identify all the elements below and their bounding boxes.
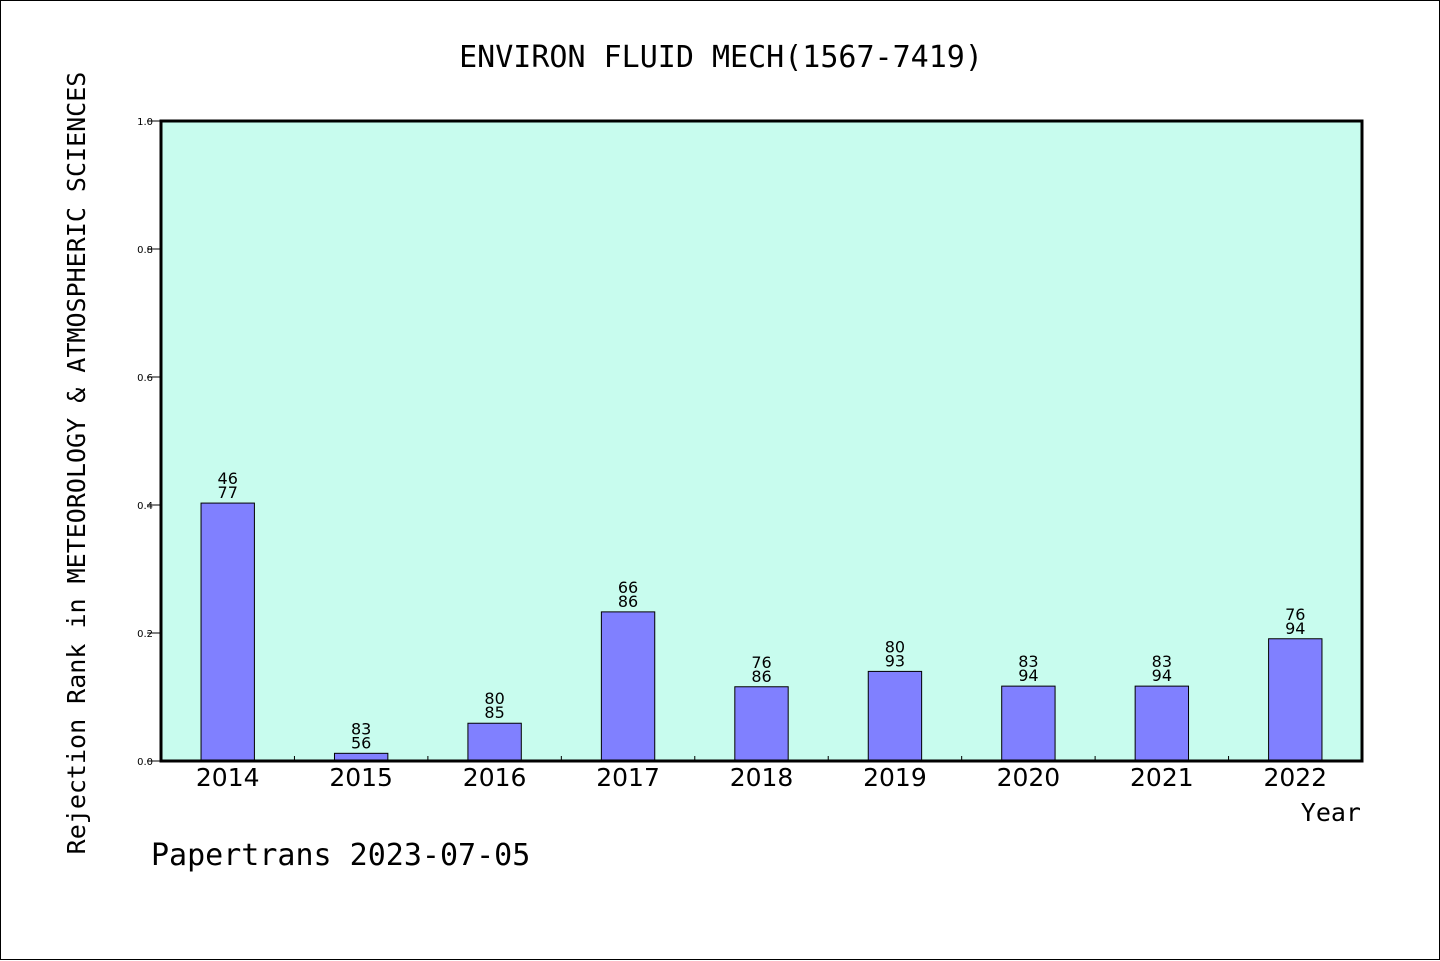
x-tick-label: 2014 (196, 763, 260, 792)
bar-label-bottom: 85 (484, 703, 504, 722)
y-axis-ticks: 0.0 0.2 0.4 0.6 0.8 1.0 (137, 117, 161, 768)
x-tick-label: 2016 (463, 763, 527, 792)
bar-label-bottom: 94 (1152, 666, 1172, 685)
bar-label-bottom: 93 (885, 651, 905, 670)
bar-label-bottom: 86 (618, 592, 638, 611)
x-tick-label: 2022 (1263, 763, 1327, 792)
bar-label-bottom: 94 (1285, 619, 1305, 638)
x-tick-label: 2019 (863, 763, 927, 792)
bar-label-top: 66 (618, 578, 638, 597)
x-tick-label: 2021 (1130, 763, 1194, 792)
bar-label-top: 83 (1018, 652, 1038, 671)
x-axis-label: Year (1301, 798, 1361, 827)
bar-label-top: 46 (218, 469, 238, 488)
bar-2019 (867, 670, 923, 762)
plot-area (161, 121, 1362, 761)
bar-2014 (200, 502, 255, 762)
bar-label-top: 76 (1285, 605, 1305, 624)
plot-frame (159, 119, 1364, 763)
y-tick-label: 0.0 (137, 757, 153, 768)
x-tick-label: 2020 (997, 763, 1061, 792)
x-tick-label: 2017 (596, 763, 660, 792)
bar-label-bottom: 94 (1018, 666, 1038, 685)
x-tick-label: 2015 (329, 763, 393, 792)
chart-title: ENVIRON FLUID MECH(1567-7419) (459, 40, 983, 75)
y-tick-label: 0.8 (137, 245, 153, 256)
y-tick-label: 0.4 (137, 501, 153, 512)
bar-label-top: 83 (1152, 652, 1172, 671)
bar-label-top: 80 (484, 689, 504, 708)
bar-2018 (734, 686, 789, 762)
x-axis-ticks: 2014 2015 2016 2017 2018 2019 2020 2021 2022 (196, 756, 1327, 792)
x-tick-label: 2018 (730, 763, 794, 792)
bar-label-top: 83 (351, 719, 371, 738)
credit-text: Papertrans 2023-07-05 (151, 838, 530, 873)
y-tick-label: 1.0 (137, 117, 153, 128)
y-axis-label: Rejection Rank in METEOROLOGY & ATMOSPHE… (62, 72, 91, 855)
y-tick-label: 0.2 (137, 629, 153, 640)
bar-2017 (600, 611, 656, 762)
bar-label-bottom: 56 (351, 733, 371, 752)
bar-label-top: 80 (885, 637, 905, 656)
bar-2022 (1268, 638, 1323, 762)
bar-label-top: 76 (751, 653, 771, 672)
bar-2016 (467, 722, 522, 762)
bar-label-bottom: 77 (218, 483, 238, 502)
bars (200, 502, 1323, 762)
bar-2020 (1001, 685, 1056, 762)
bar-label-bottom: 86 (751, 667, 771, 686)
y-tick-label: 0.6 (137, 373, 153, 384)
bar-2021 (1134, 685, 1190, 762)
